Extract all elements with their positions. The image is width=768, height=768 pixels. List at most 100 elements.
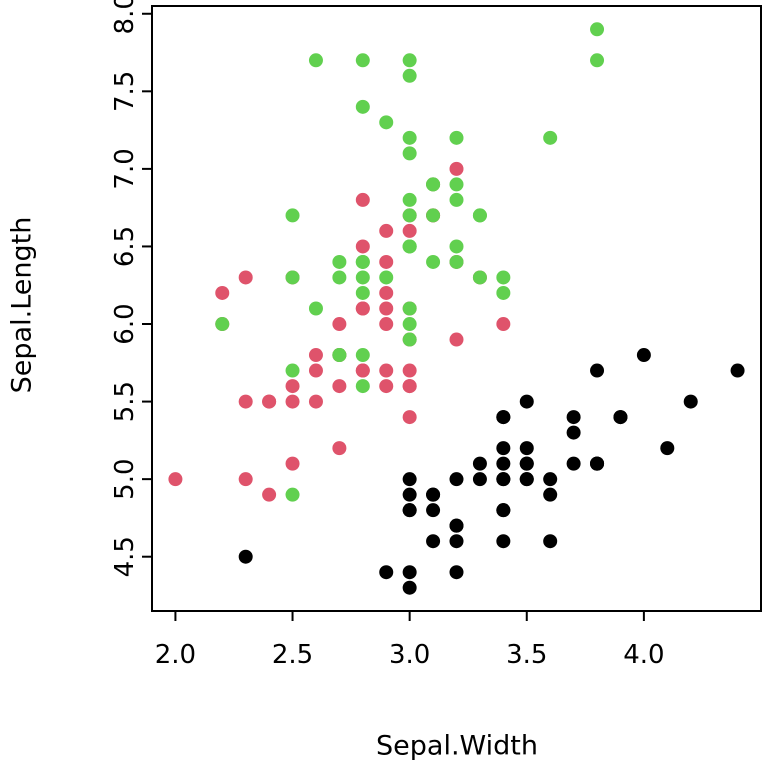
data-point-virginica [402, 68, 417, 83]
data-point-versicolor [332, 317, 347, 332]
data-point-setosa [519, 394, 534, 409]
x-tick-label: 2.5 [272, 640, 313, 670]
plot-box [151, 5, 762, 612]
data-point-versicolor [402, 363, 417, 378]
data-point-setosa [496, 503, 511, 518]
data-point-virginica [355, 99, 370, 114]
data-point-setosa [519, 441, 534, 456]
data-point-versicolor [355, 363, 370, 378]
data-point-setosa [472, 472, 487, 487]
data-point-versicolor [402, 223, 417, 238]
data-point-virginica [355, 254, 370, 269]
data-point-setosa [402, 487, 417, 502]
data-point-versicolor [379, 223, 394, 238]
data-point-virginica [332, 254, 347, 269]
data-point-virginica [402, 192, 417, 207]
data-point-setosa [426, 534, 441, 549]
x-tick-label: 2.0 [155, 640, 196, 670]
data-point-setosa [730, 363, 745, 378]
data-point-setosa [660, 441, 675, 456]
y-tick-label: 6.0 [110, 303, 140, 344]
data-point-versicolor [379, 379, 394, 394]
data-point-versicolor [379, 301, 394, 316]
data-point-setosa [426, 503, 441, 518]
data-point-setosa [496, 410, 511, 425]
data-point-virginica [402, 208, 417, 223]
data-point-virginica [402, 130, 417, 145]
data-point-setosa [402, 580, 417, 595]
data-point-virginica [472, 208, 487, 223]
data-point-virginica [426, 177, 441, 192]
data-point-setosa [402, 472, 417, 487]
data-point-versicolor [379, 285, 394, 300]
data-point-virginica [449, 130, 464, 145]
data-point-versicolor [262, 394, 277, 409]
x-axis-label: Sepal.Width [376, 730, 538, 762]
data-point-setosa [379, 565, 394, 580]
data-point-virginica [285, 363, 300, 378]
data-point-setosa [566, 425, 581, 440]
data-point-versicolor [332, 379, 347, 394]
x-tick-label: 3.5 [506, 640, 547, 670]
data-point-virginica [285, 208, 300, 223]
data-point-versicolor [402, 410, 417, 425]
data-point-versicolor [308, 363, 323, 378]
data-point-setosa [426, 487, 441, 502]
data-point-versicolor [285, 394, 300, 409]
data-point-virginica [426, 254, 441, 269]
data-point-virginica [332, 348, 347, 363]
y-axis-label: Sepal.Length [6, 216, 38, 394]
data-point-virginica [449, 239, 464, 254]
data-point-versicolor [379, 254, 394, 269]
data-point-virginica [449, 192, 464, 207]
data-point-virginica [355, 285, 370, 300]
data-point-versicolor [402, 379, 417, 394]
data-point-versicolor [308, 394, 323, 409]
data-point-versicolor [262, 487, 277, 502]
data-point-setosa [683, 394, 698, 409]
data-point-virginica [402, 53, 417, 68]
data-point-versicolor [355, 301, 370, 316]
x-tick-label: 4.0 [623, 640, 664, 670]
data-point-setosa [566, 456, 581, 471]
data-point-versicolor [285, 456, 300, 471]
data-point-setosa [449, 565, 464, 580]
data-point-versicolor [379, 363, 394, 378]
data-point-versicolor [238, 270, 253, 285]
data-point-virginica [355, 270, 370, 285]
data-point-virginica [308, 53, 323, 68]
data-point-virginica [355, 53, 370, 68]
x-tick-label: 3.0 [389, 640, 430, 670]
y-tick-label: 7.0 [110, 148, 140, 189]
data-point-virginica [402, 146, 417, 161]
data-point-versicolor [355, 239, 370, 254]
data-point-virginica [402, 239, 417, 254]
data-point-setosa [590, 456, 605, 471]
data-point-versicolor [449, 332, 464, 347]
data-point-virginica [379, 270, 394, 285]
data-point-versicolor [168, 472, 183, 487]
data-point-setosa [543, 534, 558, 549]
data-point-virginica [496, 270, 511, 285]
data-point-virginica [332, 270, 347, 285]
y-tick-label: 6.5 [110, 226, 140, 267]
data-point-versicolor [285, 379, 300, 394]
data-point-virginica [472, 270, 487, 285]
data-point-virginica [402, 332, 417, 347]
data-point-setosa [449, 534, 464, 549]
data-point-versicolor [332, 441, 347, 456]
data-point-setosa [613, 410, 628, 425]
data-point-versicolor [215, 285, 230, 300]
data-point-setosa [543, 472, 558, 487]
data-point-setosa [449, 518, 464, 533]
data-point-versicolor [379, 317, 394, 332]
data-point-virginica [426, 208, 441, 223]
data-point-setosa [238, 549, 253, 564]
y-tick-label: 5.5 [110, 381, 140, 422]
data-point-setosa [566, 410, 581, 425]
data-point-virginica [355, 348, 370, 363]
data-point-setosa [402, 565, 417, 580]
y-tick-label: 4.5 [110, 536, 140, 577]
data-point-versicolor [238, 472, 253, 487]
